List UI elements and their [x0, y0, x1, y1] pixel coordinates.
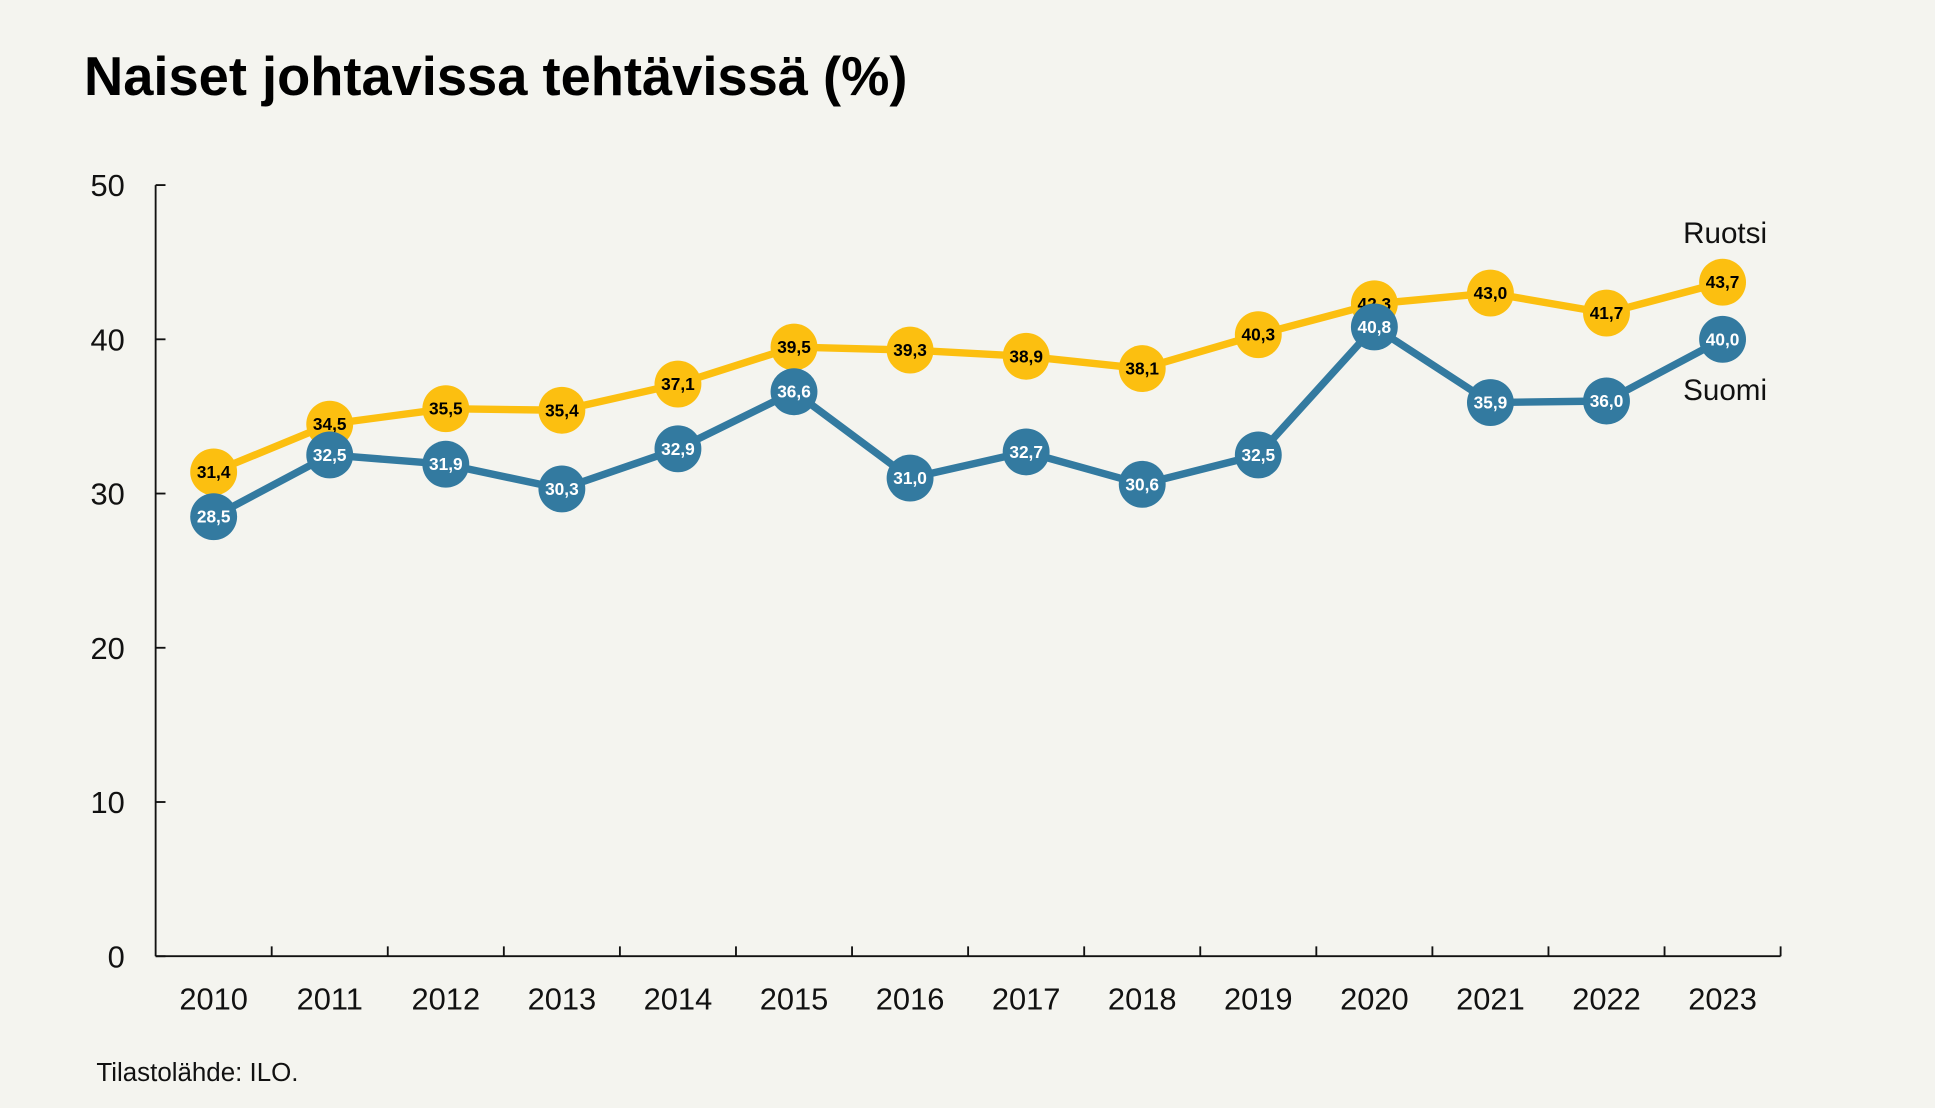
- series-suomi: 28,5 32,5 31,9 30,3 32,9 36,6 31,0 32,7 30,6 32,5…: [190, 303, 1747, 541]
- data-label-suomi: 40,8: [1358, 317, 1392, 337]
- data-point-ruotsi: [770, 323, 818, 371]
- data-label-suomi: 28,5: [197, 507, 231, 527]
- x-tick-label: 2014: [644, 981, 713, 1016]
- y-tick-label: 40: [90, 322, 124, 357]
- data-label-ruotsi: 38,9: [1009, 346, 1043, 366]
- data-label-ruotsi: 43,7: [1706, 272, 1740, 292]
- data-point-suomi: [1234, 431, 1282, 479]
- data-label-suomi: 32,5: [313, 445, 347, 465]
- data-label-ruotsi: 35,4: [545, 400, 579, 420]
- x-tick-label: 2023: [1688, 981, 1757, 1016]
- series-name-ruotsi: Ruotsi: [1683, 217, 1767, 250]
- y-tick-label: 20: [90, 631, 124, 666]
- data-label-suomi: 31,0: [893, 468, 927, 488]
- data-label-ruotsi: 34,5: [313, 414, 347, 434]
- data-point-suomi: [1118, 460, 1166, 508]
- data-label-ruotsi: 39,5: [777, 337, 811, 357]
- data-point-suomi: [1583, 377, 1630, 425]
- x-tick-label: 2012: [412, 981, 481, 1016]
- x-tick-label: 2021: [1456, 981, 1525, 1016]
- data-label-suomi: 32,5: [1241, 445, 1275, 465]
- data-label-ruotsi: 41,7: [1590, 303, 1624, 323]
- x-tick-label: 2017: [992, 981, 1061, 1016]
- data-point-ruotsi: [538, 386, 586, 434]
- data-point-suomi: [1466, 379, 1514, 426]
- data-point-suomi: [1350, 303, 1398, 351]
- data-point-suomi: [886, 454, 934, 502]
- data-label-suomi: 32,9: [661, 439, 695, 459]
- y-tick-label: 10: [90, 785, 124, 820]
- x-tick-label: 2020: [1340, 981, 1409, 1016]
- y-tick-label: 30: [90, 477, 124, 512]
- data-point-ruotsi: [190, 448, 238, 496]
- data-point-ruotsi: [422, 385, 470, 433]
- data-label-ruotsi: 35,5: [429, 399, 463, 419]
- data-label-suomi: 36,6: [777, 382, 811, 402]
- chart-title: Naiset johtavissa tehtävissä (%): [84, 46, 907, 107]
- y-tick-label: 0: [108, 939, 125, 974]
- x-tick-label: 2010: [179, 981, 248, 1016]
- data-point-ruotsi: [1002, 332, 1050, 380]
- data-point-ruotsi: [654, 360, 702, 408]
- x-tick-label: 2015: [760, 981, 829, 1016]
- data-label-suomi: 35,9: [1474, 393, 1508, 413]
- source-note: Tilastolähde: ILO.: [96, 1059, 298, 1087]
- data-point-suomi: [770, 368, 818, 416]
- data-point-suomi: [422, 440, 470, 488]
- series-name-suomi: Suomi: [1683, 374, 1767, 407]
- x-tick-label: 2011: [297, 981, 363, 1016]
- data-label-suomi: 40,0: [1706, 329, 1740, 349]
- y-tick-label: 50: [90, 168, 124, 203]
- data-point-suomi: [654, 425, 702, 473]
- data-label-ruotsi: 37,1: [661, 374, 695, 394]
- data-point-ruotsi: [1699, 258, 1747, 306]
- data-point-ruotsi: [1118, 345, 1166, 393]
- data-label-ruotsi: 43,0: [1474, 283, 1508, 303]
- x-tick-label: 2019: [1224, 981, 1293, 1016]
- data-point-ruotsi: [1234, 311, 1282, 359]
- data-point-suomi: [1699, 315, 1747, 363]
- data-point-suomi: [538, 465, 586, 513]
- data-label-ruotsi: 31,4: [197, 462, 231, 482]
- x-tick-label: 2013: [528, 981, 597, 1016]
- data-point-ruotsi: [1583, 289, 1630, 337]
- x-tick-label: 2018: [1108, 981, 1177, 1016]
- x-tick-label: 2016: [876, 981, 945, 1016]
- data-point-suomi: [190, 493, 238, 541]
- data-label-suomi: 32,7: [1009, 442, 1043, 462]
- data-label-suomi: 36,0: [1590, 391, 1624, 411]
- data-label-ruotsi: 40,3: [1241, 325, 1275, 345]
- data-point-suomi: [306, 431, 354, 479]
- data-label-ruotsi: 38,1: [1125, 359, 1159, 379]
- data-label-ruotsi: 39,3: [893, 340, 927, 360]
- series-ruotsi: 31,4 34,5 35,5 35,4 37,1 39,5 39,3 38,9 38,1 40,3…: [190, 258, 1747, 496]
- data-label-suomi: 30,6: [1125, 474, 1159, 494]
- data-label-suomi: 31,9: [429, 454, 463, 474]
- x-tick-label: 2022: [1572, 981, 1641, 1016]
- data-point-suomi: [1002, 428, 1050, 476]
- data-label-suomi: 30,3: [545, 479, 579, 499]
- data-point-ruotsi: [1466, 269, 1514, 317]
- data-point-ruotsi: [886, 326, 934, 374]
